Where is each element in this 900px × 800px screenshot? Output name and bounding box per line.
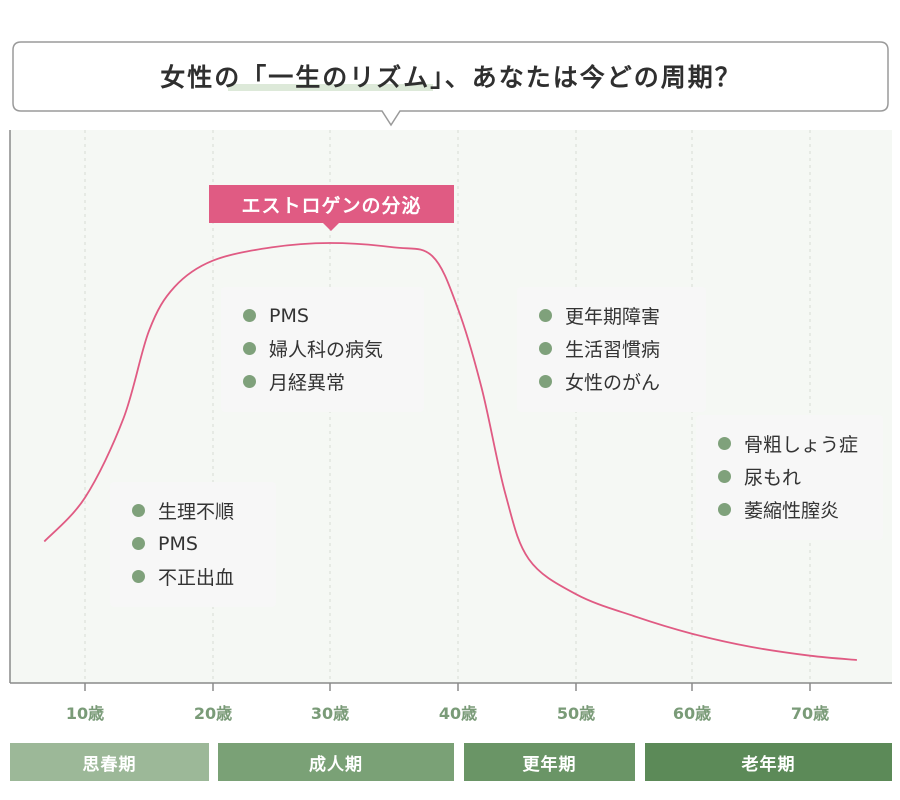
x-tick-label-70: 70歳 [790,704,830,723]
condition-label: 更年期障害 [565,306,661,328]
bullet-dot-icon [132,537,145,550]
menopause-conditions: 更年期障害 生活習慣病 女性のがん [517,287,706,412]
adult-conditions: PMS 婦人科の病気 月経異常 [221,287,424,412]
condition-label: 生理不順 [158,501,235,523]
estrogen-label: エストロゲンの分泌 [209,185,454,223]
stage-senior: 老年期 [645,743,892,781]
bullet-dot-icon [132,570,145,583]
list-item: 不正出血 [132,560,276,593]
list-item: 月経異常 [243,365,424,398]
puberty-conditions: 生理不順 PMS 不正出血 [110,482,276,607]
condition-label: 不正出血 [158,567,235,589]
condition-label: 婦人科の病気 [269,339,384,361]
list-item: 生活習慣病 [539,332,706,365]
condition-label: 骨粗しょう症 [744,434,859,456]
list-item: 女性のがん [539,365,706,398]
bullet-dot-icon [132,504,145,517]
bullet-dot-icon [243,375,256,388]
bullet-dot-icon [539,342,552,355]
list-item: 萎縮性膣炎 [718,493,883,526]
condition-label: 尿もれ [744,467,802,489]
senior-conditions: 骨粗しょう症 尿もれ 萎縮性膣炎 [696,415,883,540]
condition-label: PMS [269,304,309,327]
chart-title: 女性の「一生のリズム」、あなたは今どの周期？ [160,63,742,92]
estrogen-curve [43,242,857,661]
x-tick-label-50: 50歳 [556,704,596,723]
list-item: 尿もれ [718,460,883,493]
stage-adult: 成人期 [218,743,454,781]
list-item: PMS [243,299,424,332]
list-item: 骨粗しょう症 [718,427,883,460]
list-item: 生理不順 [132,494,276,527]
bullet-dot-icon [243,309,256,322]
bullet-dot-icon [539,309,552,322]
condition-label: PMS [158,532,198,555]
list-item: 更年期障害 [539,299,706,332]
bullet-dot-icon [718,437,731,450]
condition-label: 女性のがん [565,372,661,394]
x-tick-label-60: 60歳 [672,704,712,723]
x-tick-label-20: 20歳 [193,704,233,723]
condition-label: 萎縮性膣炎 [744,500,840,522]
bullet-dot-icon [718,470,731,483]
stage-menopause: 更年期 [464,743,635,781]
x-tick-label-10: 10歳 [65,704,105,723]
list-item: PMS [132,527,276,560]
estrogen-label-pointer [323,223,339,231]
x-tick-label-30: 30歳 [310,704,350,723]
x-tick-label-40: 40歳 [438,704,478,723]
title-bubble-outline [12,41,889,127]
bullet-dot-icon [243,342,256,355]
x-ticks [84,683,811,691]
title-bubble [12,41,889,127]
list-item: 婦人科の病気 [243,332,424,365]
title-highlight [228,84,433,91]
condition-label: 生活習慣病 [565,339,661,361]
bullet-dot-icon [718,503,731,516]
stage-puberty: 思春期 [10,743,209,781]
bullet-dot-icon [539,375,552,388]
condition-label: 月経異常 [269,372,346,394]
